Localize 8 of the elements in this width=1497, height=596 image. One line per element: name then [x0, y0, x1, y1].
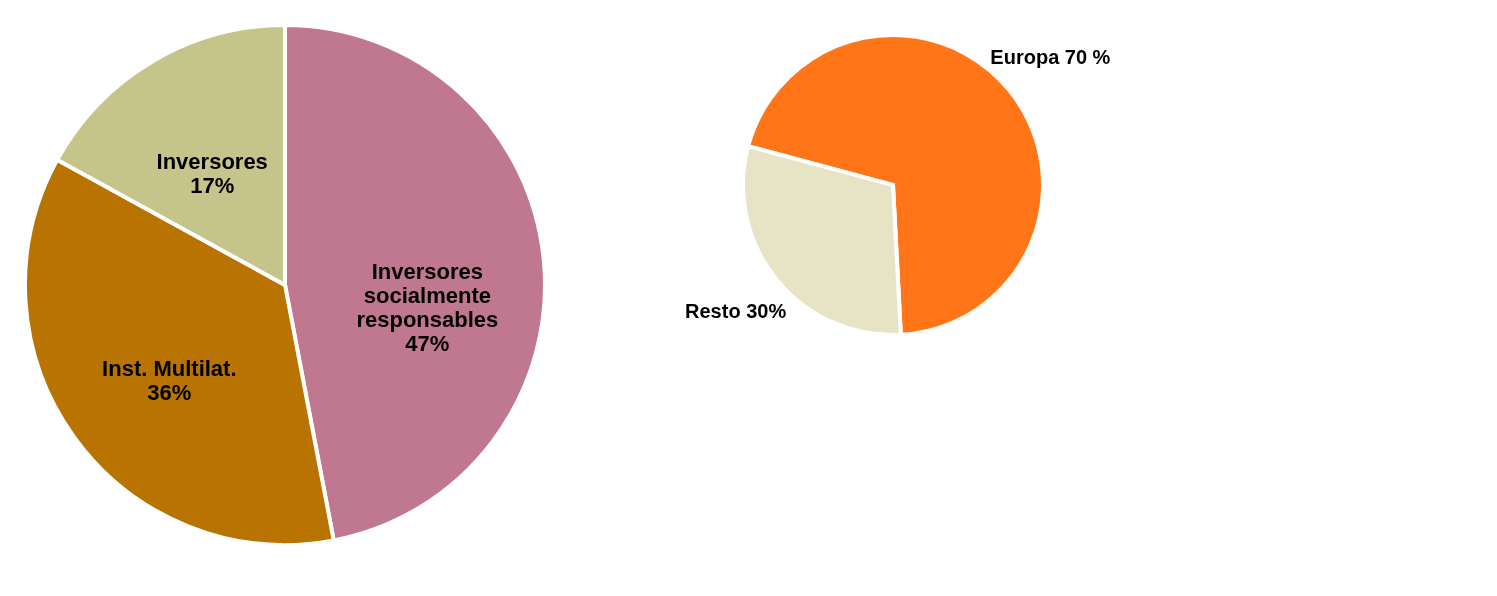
slice-label: Inst. Multilat.	[102, 356, 237, 382]
data-label: 36%	[147, 380, 192, 406]
slice-label: Europa 70 %	[990, 45, 1111, 68]
slice-label: Resto 30%	[685, 300, 787, 323]
data-label: 47%	[405, 330, 450, 356]
data-label: 17%	[190, 172, 235, 198]
slice-label: Inversores socialmente responsables	[356, 258, 499, 332]
slice-label: Inversores	[156, 148, 268, 174]
